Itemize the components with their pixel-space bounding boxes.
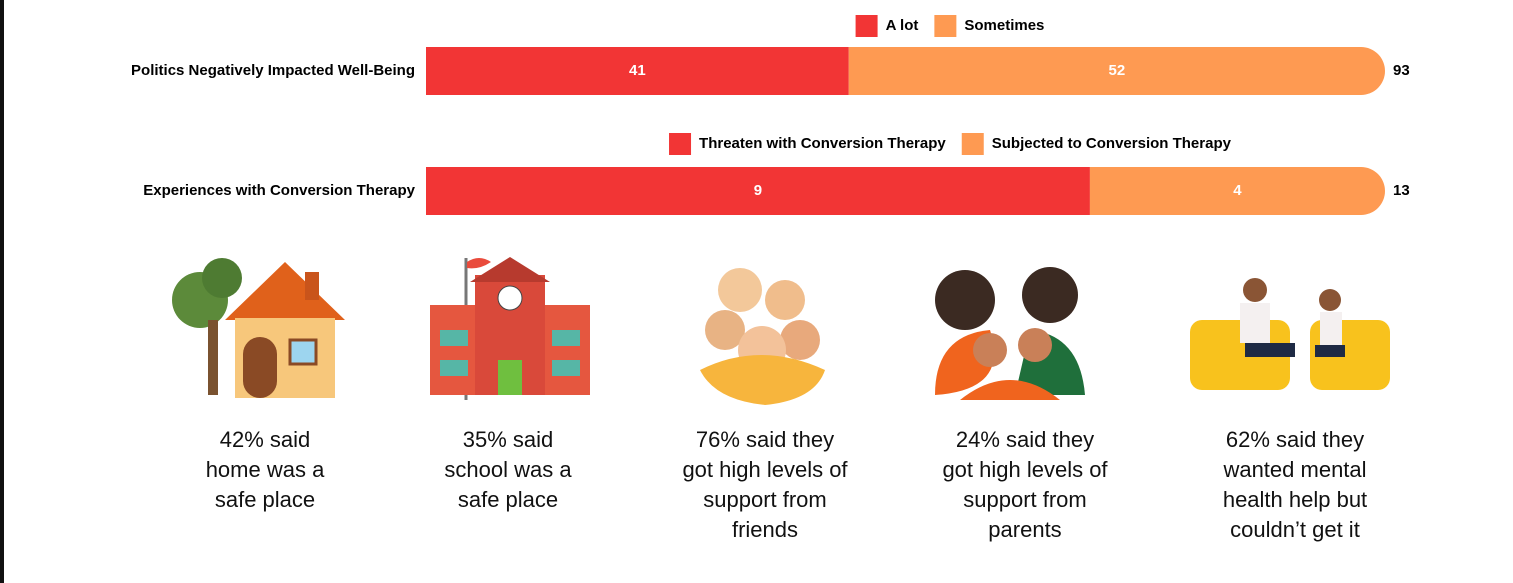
bar-segment [426, 47, 849, 95]
legend: Threaten with Conversion Therapy Subjecte… [669, 133, 1232, 155]
legend-swatch [961, 133, 984, 155]
category-label: Experiences with Conversion Therapy [143, 182, 415, 199]
icons [172, 257, 1390, 405]
border [0, 0, 4, 583]
bar-segment [426, 167, 1090, 215]
legend-label: Subjected to Conversion Therapy [992, 135, 1232, 152]
legend-label: A lot [886, 17, 919, 34]
legend-label: Threaten with Conversion Therapy [699, 135, 946, 152]
stat-text: 42% said home was a safe place [205, 427, 325, 512]
value-label: 52 [1109, 62, 1126, 79]
friends-icon [700, 268, 825, 405]
category-label: Politics Negatively Impacted Well-Being [131, 62, 415, 79]
legend: A lot Sometimes [855, 15, 1044, 37]
total-label: 13 [1393, 182, 1410, 199]
school-icon [430, 257, 590, 400]
stat-text: 35% said school was a safe place [444, 427, 572, 512]
bar-segment [1089, 167, 1385, 215]
value-label: 9 [754, 182, 762, 199]
legend-swatch [855, 15, 878, 37]
value-label: 4 [1233, 182, 1242, 199]
value-label: 41 [629, 62, 646, 79]
house-icon [172, 258, 345, 398]
stat-text: 24% said they got high levels of support… [942, 427, 1108, 542]
stat-text: 62% said they wanted mental health help … [1222, 427, 1368, 542]
counseling-icon [1190, 278, 1390, 390]
legend-swatch [669, 133, 692, 155]
parents-icon [935, 267, 1085, 400]
total-label: 93 [1393, 62, 1410, 79]
legend-label: Sometimes [964, 17, 1044, 34]
bar-segment [848, 47, 1385, 95]
stat-text: 76% said they got high levels of support… [682, 427, 848, 542]
legend-swatch [934, 15, 957, 37]
